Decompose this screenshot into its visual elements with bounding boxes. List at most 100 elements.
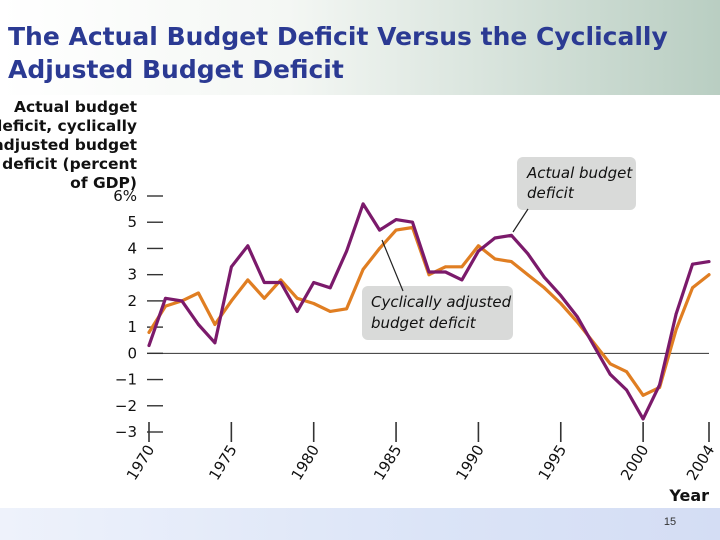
slide-title: The Actual Budget Deficit Versus the Cyc…	[8, 20, 708, 86]
data-point-adjusted-1987	[427, 273, 431, 277]
y-tick-label-2: 4	[127, 239, 137, 257]
data-point-adjusted-1984	[378, 247, 381, 250]
data-point-actual-1974	[213, 341, 217, 345]
data-point-actual-1989	[460, 278, 464, 282]
data-point-actual-2001	[658, 383, 661, 387]
data-point-actual-1979	[295, 310, 299, 313]
data-point-adjusted-1978	[279, 278, 283, 282]
data-point-adjusted-2000	[641, 393, 645, 397]
data-point-actual-2004	[707, 260, 711, 263]
x-tick-label-4: 1990	[452, 442, 488, 484]
y-tick-label-9: −3	[115, 423, 137, 441]
data-point-adjusted-1985	[394, 228, 398, 232]
y-tick-label-6: 0	[127, 344, 137, 362]
x-tick-label-7: 2004	[683, 442, 719, 484]
data-point-actual-2003	[691, 262, 694, 266]
callout-adjusted-box	[362, 286, 513, 340]
callout-adjusted-line-1: Cyclically adjusted	[371, 293, 512, 311]
callout-adjusted: Cyclically adjusted budget deficit	[362, 239, 513, 340]
data-point-adjusted-2003	[691, 286, 694, 290]
data-point-adjusted-1982	[345, 307, 348, 311]
data-point-actual-1987	[427, 270, 431, 274]
chart-area: Actual budget deficit, cyclically adjust…	[0, 95, 720, 508]
y-tick-label-8: −2	[115, 397, 137, 415]
data-point-adjusted-1991	[493, 257, 497, 261]
y-axis-title-line-4: deficit (percent	[2, 155, 137, 173]
data-point-adjusted-1970	[147, 331, 151, 334]
data-point-actual-1981	[328, 286, 332, 290]
data-point-adjusted-1975	[230, 299, 233, 303]
data-point-actual-1978	[279, 281, 283, 284]
data-point-adjusted-1995	[559, 302, 563, 305]
x-tick-label-6: 2000	[617, 442, 653, 484]
y-tick-label-3: 3	[127, 266, 137, 284]
data-point-actual-1972	[180, 299, 184, 303]
data-point-actual-1991	[493, 236, 497, 240]
data-point-adjusted-1980	[312, 302, 316, 305]
callout-adjusted-line-2: budget deficit	[371, 314, 477, 332]
data-point-actual-1995	[559, 294, 563, 297]
data-point-actual-1986	[411, 220, 414, 224]
y-axis-title-line-2: deficit, cyclically	[0, 117, 137, 135]
data-point-actual-1994	[542, 275, 546, 279]
data-point-actual-2000	[641, 417, 645, 421]
y-axis-title-line-3: adjusted budget	[0, 136, 138, 154]
data-point-actual-1988	[444, 270, 447, 274]
data-point-adjusted-1979	[295, 296, 299, 300]
y-tick-label-4: 2	[127, 292, 137, 310]
data-point-actual-1983	[361, 202, 365, 206]
y-tick-label-1: 5	[127, 213, 137, 231]
data-point-adjusted-1996	[575, 320, 579, 324]
data-point-adjusted-2002	[674, 328, 678, 332]
data-point-actual-1970	[147, 344, 151, 347]
y-axis-title-line-1: Actual budget	[14, 98, 138, 116]
data-point-adjusted-1981	[328, 310, 332, 313]
page-number: 15	[663, 516, 677, 528]
data-point-actual-1977	[262, 281, 266, 284]
deficit-line-chart: Actual budget deficit, cyclically adjust…	[0, 98, 719, 505]
title-line-1: The Actual Budget Deficit Versus the Cyc…	[8, 22, 668, 51]
data-point-adjusted-1998	[608, 362, 612, 366]
data-point-adjusted-1977	[262, 296, 266, 300]
title-line-2: Adjusted Budget Deficit	[8, 55, 344, 84]
data-point-actual-1973	[197, 323, 200, 326]
data-point-actual-1980	[312, 281, 316, 284]
data-point-actual-2002	[674, 312, 678, 316]
data-point-adjusted-1974	[213, 323, 217, 326]
data-point-adjusted-1973	[197, 291, 200, 295]
data-point-adjusted-1971	[164, 304, 167, 308]
x-axis: 1970 1975 1980 1985 1990 1995 2000 2004	[123, 422, 719, 484]
data-point-adjusted-1994	[542, 286, 546, 290]
data-point-actual-1993	[526, 252, 530, 256]
x-tick-label-2: 1980	[288, 442, 324, 484]
series-actual	[147, 202, 711, 421]
data-point-actual-1992	[510, 233, 513, 237]
footer-bar: 15	[0, 508, 720, 540]
data-point-actual-1976	[246, 244, 250, 248]
x-tick-label-0: 1970	[123, 442, 159, 484]
data-point-actual-1997	[592, 344, 596, 347]
data-point-actual-1975	[230, 265, 233, 269]
data-point-actual-1999	[625, 388, 628, 392]
y-axis-title-line-5: of GDP)	[70, 174, 137, 192]
data-point-actual-1990	[477, 249, 480, 253]
series-layer	[147, 202, 711, 421]
data-point-adjusted-1983	[361, 268, 365, 271]
y-tick-label-0: 6%	[113, 187, 137, 205]
callout-adjusted-pointer	[381, 239, 404, 292]
x-tick-label-1: 1975	[205, 442, 241, 484]
data-point-actual-1971	[164, 296, 167, 300]
x-axis-title: Year	[668, 486, 709, 505]
data-point-adjusted-1990	[477, 244, 480, 248]
y-tick-label-5: 1	[127, 318, 137, 336]
data-point-adjusted-1993	[526, 273, 530, 277]
data-point-adjusted-1988	[444, 265, 447, 269]
data-point-actual-1998	[608, 372, 612, 376]
slide-header: The Actual Budget Deficit Versus the Cyc…	[0, 0, 720, 95]
x-tick-label-3: 1985	[370, 442, 406, 484]
y-tick-label-7: −1	[115, 371, 137, 389]
callout-actual-box	[517, 157, 636, 210]
data-point-adjusted-1976	[246, 278, 250, 282]
data-point-adjusted-2004	[707, 273, 711, 277]
data-point-adjusted-1989	[460, 265, 464, 269]
